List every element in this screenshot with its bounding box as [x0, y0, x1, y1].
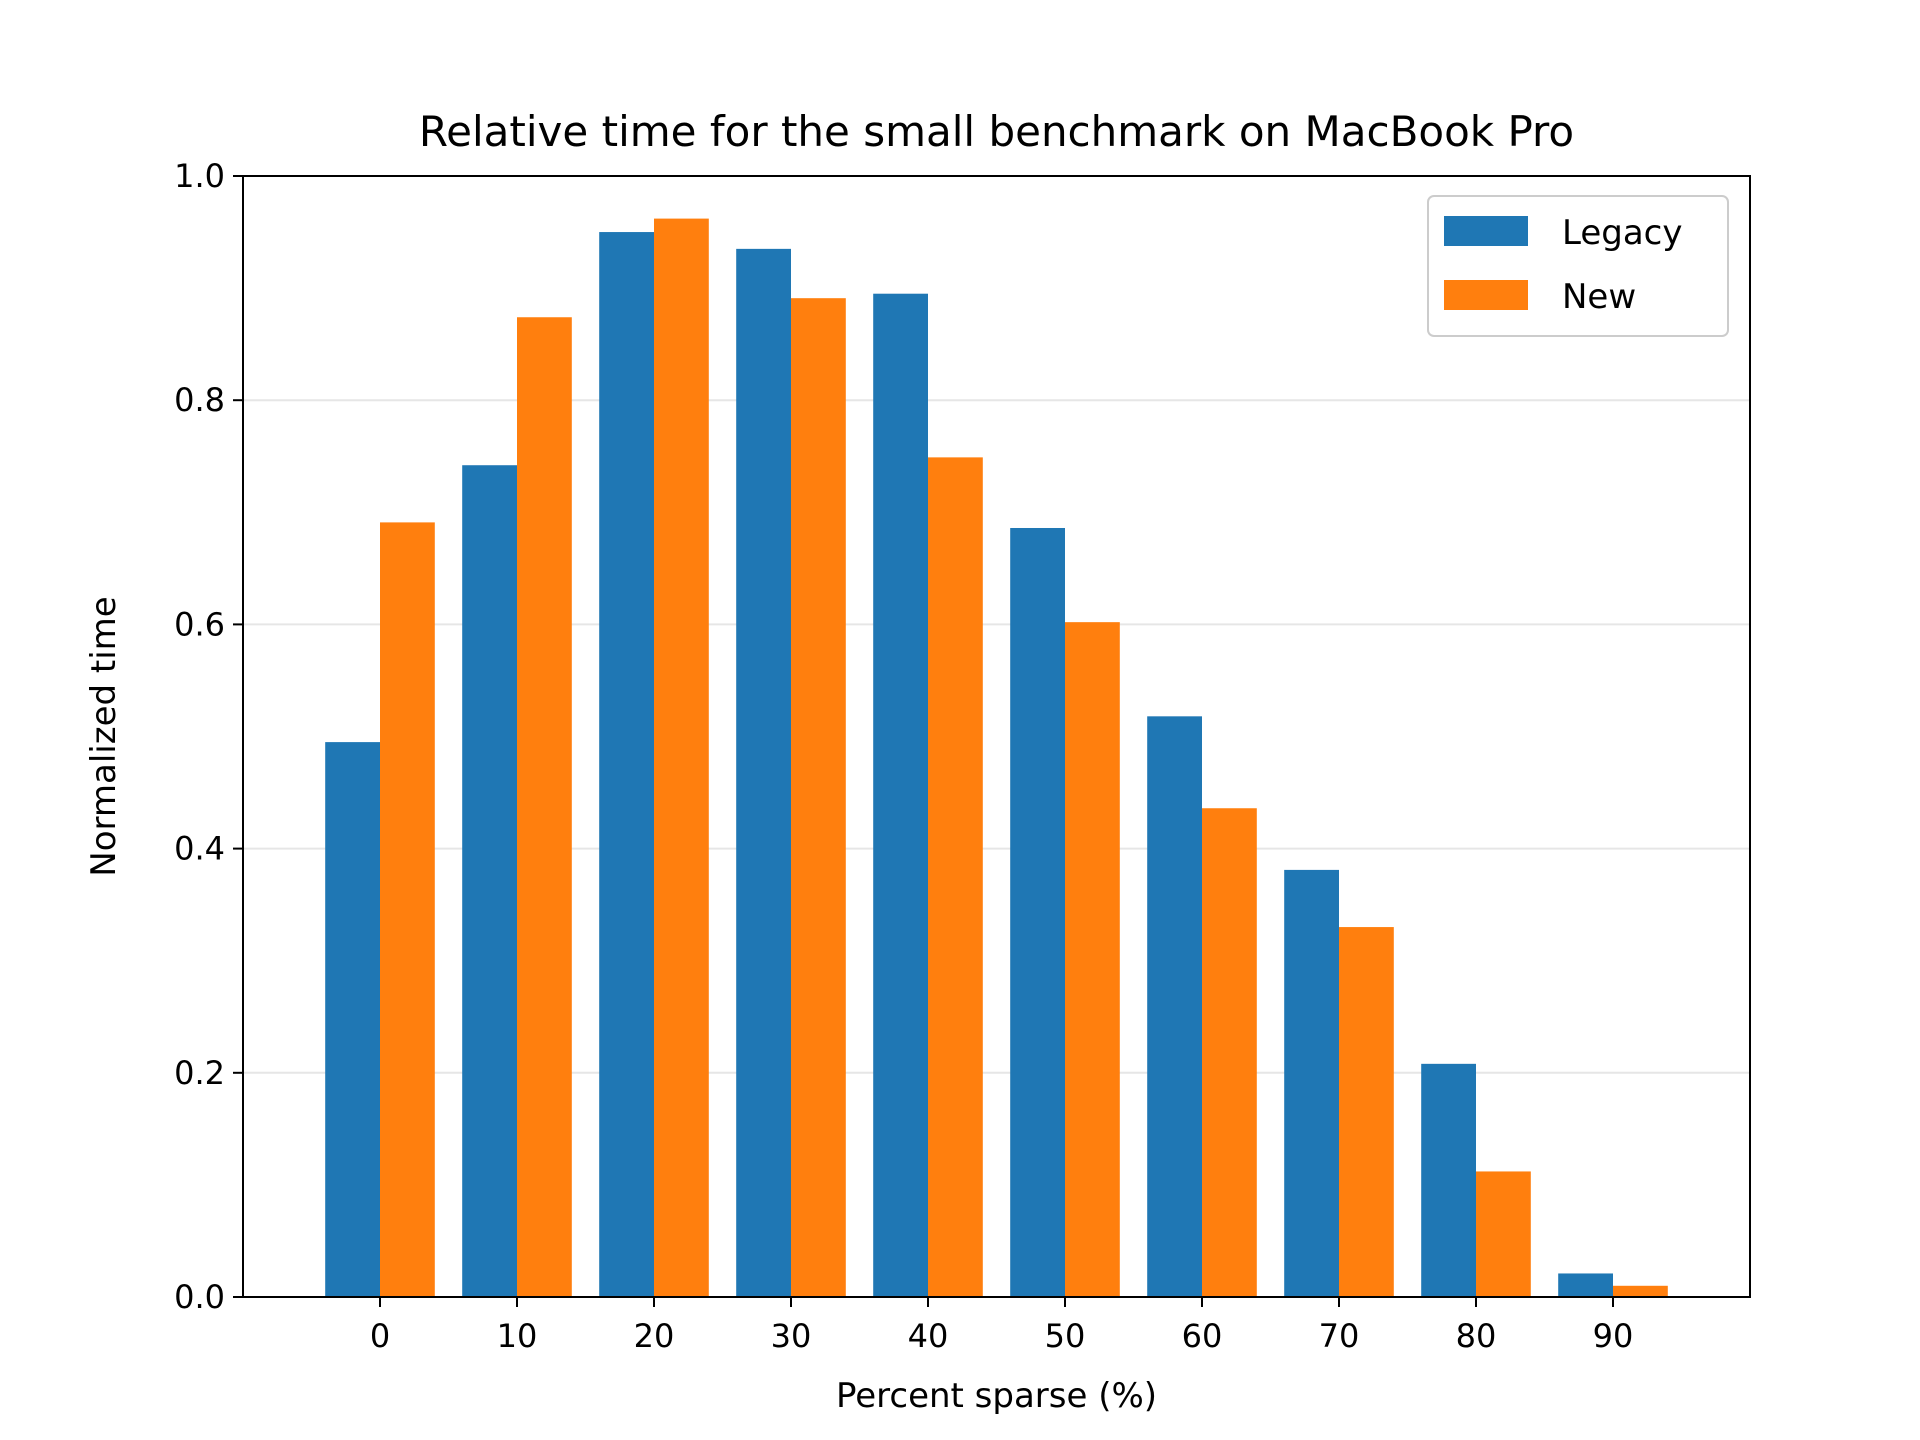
bar-new-70: [1339, 927, 1394, 1297]
y-tick-label: 0.8: [174, 381, 225, 419]
x-axis-label: Percent sparse (%): [836, 1376, 1157, 1416]
y-tick-label: 0.4: [174, 830, 225, 868]
bar-new-20: [654, 218, 709, 1297]
bar-legacy-60: [1147, 716, 1202, 1297]
x-tick-label: 30: [771, 1317, 812, 1355]
x-tick-label: 50: [1045, 1317, 1086, 1355]
x-tick-label: 80: [1456, 1317, 1497, 1355]
legend-swatch-legacy: [1444, 216, 1528, 246]
y-tick-label: 0.0: [174, 1278, 225, 1316]
ticks: 0.0 0.2 0.4 0.6 0.8 1.0 0 10 20 30 40 50 60 70 80 90: [174, 157, 1633, 1355]
bar-new-30: [791, 298, 846, 1298]
bar-legacy-50: [1010, 527, 1065, 1297]
bar-new-80: [1476, 1171, 1531, 1297]
bar-legacy-30: [736, 248, 791, 1298]
plot-frame: [242, 175, 1751, 1298]
bar-legacy-80: [1421, 1063, 1476, 1297]
bar-legacy-40: [873, 293, 928, 1298]
legend-swatch-new: [1444, 280, 1528, 310]
x-tick-label: 10: [497, 1317, 538, 1355]
bar-legacy-90: [1558, 1273, 1613, 1297]
legend-label-legacy: Legacy: [1562, 213, 1683, 253]
legend: Legacy New: [1427, 195, 1729, 337]
x-tick-label: 60: [1182, 1317, 1223, 1355]
bar-new-0: [380, 522, 435, 1297]
x-tick-label: 0: [370, 1317, 390, 1355]
x-tick-label: 20: [634, 1317, 675, 1355]
y-tick-label: 0.2: [174, 1054, 225, 1092]
bar-legacy-0: [325, 742, 380, 1297]
bar-new-90: [1613, 1285, 1668, 1297]
bar-legacy-10: [462, 465, 517, 1297]
x-tick-label: 90: [1593, 1317, 1634, 1355]
bar-legacy-20: [599, 232, 654, 1297]
bar-legacy-70: [1284, 869, 1339, 1297]
bars: [325, 218, 1668, 1298]
y-tick-label: 1.0: [174, 157, 225, 195]
chart-title: Relative time for the small benchmark on…: [419, 107, 1574, 156]
y-axis-label: Normalized time: [84, 596, 124, 876]
x-tick-label: 70: [1319, 1317, 1360, 1355]
bar-new-10: [517, 317, 572, 1298]
bar-new-40: [928, 457, 983, 1298]
y-tick-label: 0.6: [174, 605, 225, 643]
legend-label-new: New: [1562, 277, 1636, 317]
bar-new-60: [1202, 808, 1257, 1297]
bar-new-50: [1065, 622, 1120, 1297]
x-tick-label: 40: [908, 1317, 949, 1355]
